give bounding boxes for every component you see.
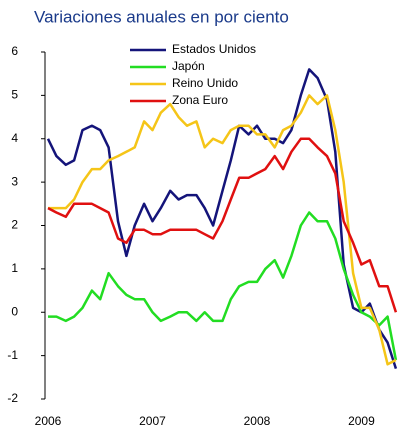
y-tick-label: 2 — [11, 218, 18, 232]
legend-label: Reino Unido — [172, 76, 238, 90]
y-tick-label: -2 — [7, 391, 18, 405]
y-tick-label: -1 — [7, 348, 18, 362]
legend-label: Japón — [172, 59, 205, 73]
y-tick-label: 3 — [11, 174, 18, 188]
series-line — [48, 211, 398, 361]
legend-label: Zona Euro — [172, 93, 228, 107]
y-tick-label: 4 — [11, 131, 18, 145]
y-tick-label: 6 — [11, 44, 18, 58]
x-tick-label: 2006 — [35, 414, 62, 428]
x-tick-label: 2008 — [244, 414, 271, 428]
series-line — [47, 137, 398, 313]
series-line — [48, 94, 397, 366]
y-tick-label: 1 — [11, 261, 18, 275]
y-tick-label: 0 — [11, 304, 18, 318]
x-tick-label: 2009 — [348, 414, 375, 428]
chart-title: Variaciones anuales en por ciento — [34, 7, 289, 26]
y-tick-label: 5 — [11, 88, 18, 102]
legend-label: Estados Unidos — [172, 42, 256, 56]
x-tick-label: 2007 — [139, 414, 166, 428]
